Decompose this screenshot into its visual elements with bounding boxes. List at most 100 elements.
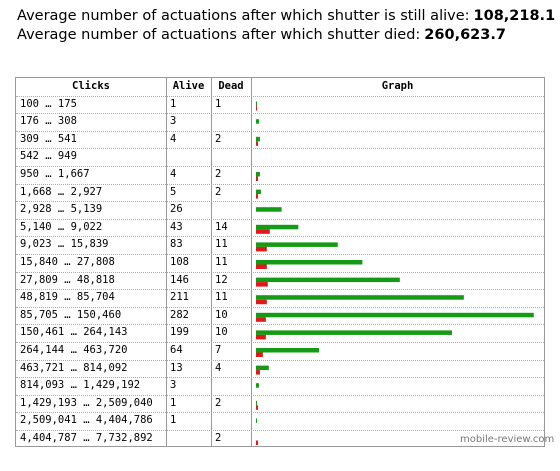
label: Average number of actuations after which… bbox=[17, 8, 470, 24]
cell-text: 83 bbox=[170, 238, 183, 251]
cell-text: 27,809 … 48,818 bbox=[20, 273, 115, 286]
cell-text: 176 … 308 bbox=[20, 115, 77, 128]
cell-text: 309 … 541 bbox=[20, 132, 77, 145]
cell-text: 264,144 … 463,720 bbox=[20, 344, 128, 356]
cell-text: 11 bbox=[215, 238, 228, 251]
dead-bar bbox=[256, 246, 267, 252]
row-rule bbox=[16, 201, 544, 203]
row-rule bbox=[16, 342, 544, 343]
dead-bar bbox=[256, 106, 257, 111]
row-rule bbox=[16, 236, 544, 238]
died-line: Average number of actuations after which… bbox=[17, 27, 506, 43]
cell-text: 64 bbox=[170, 344, 183, 356]
dead-bar bbox=[256, 282, 268, 287]
cell-text: 108 bbox=[170, 256, 189, 268]
alive-bar bbox=[256, 242, 338, 247]
cell-text: 150,461 … 264,143 bbox=[20, 326, 128, 339]
alive-bar bbox=[256, 418, 257, 423]
cell-text: 26 bbox=[170, 203, 183, 216]
row-rule bbox=[16, 324, 544, 326]
cell-text: 463,721 … 814,092 bbox=[20, 361, 128, 374]
column-header: Alive bbox=[172, 80, 205, 92]
row-rule bbox=[16, 113, 544, 115]
row-rule bbox=[16, 218, 544, 220]
cell-text: 282 bbox=[170, 308, 189, 321]
row-rule bbox=[16, 412, 544, 414]
cell-text: 2 bbox=[215, 185, 222, 198]
cell-text: 2 bbox=[215, 168, 222, 180]
alive-bar bbox=[256, 295, 464, 300]
alive-bar bbox=[256, 330, 453, 335]
dead-bar bbox=[256, 194, 258, 199]
row-rule bbox=[16, 130, 544, 132]
cell-text: 9,023 … 15,839 bbox=[20, 238, 109, 251]
table: Clicks Alive Dead Graph 100 … 175 1 1 176 … 308… bbox=[15, 77, 545, 447]
cell-text: 542 … 949 bbox=[20, 150, 77, 163]
column-rule bbox=[166, 78, 167, 446]
graph bbox=[256, 101, 534, 445]
dead-bar bbox=[256, 141, 258, 146]
cell-text: 85,705 … 150,460 bbox=[20, 308, 122, 321]
alive-bar bbox=[256, 207, 282, 212]
cell-text: 2,928 … 5,139 bbox=[20, 203, 103, 216]
row-rule bbox=[16, 306, 544, 308]
alive-bar bbox=[256, 383, 259, 388]
cell-text: 1,429,193 … 2,509,040 bbox=[20, 396, 153, 409]
row-rule bbox=[16, 148, 544, 150]
dead-bar bbox=[256, 264, 267, 269]
dead-bar bbox=[256, 352, 263, 357]
row-rule bbox=[16, 166, 544, 167]
cell-text: 5,140 … 9,022 bbox=[20, 220, 103, 233]
alive-bar bbox=[256, 101, 257, 107]
cell-text: 814,093 … 1,429,192 bbox=[20, 379, 141, 392]
cell-text: 10 bbox=[215, 308, 228, 321]
cell-text: 199 bbox=[170, 326, 189, 339]
cell-text: 1 bbox=[170, 414, 177, 427]
column-header: Graph bbox=[381, 80, 414, 92]
cell-text: 1,668 … 2,927 bbox=[20, 185, 103, 198]
alive-bar bbox=[256, 312, 534, 318]
cell-text: 15,840 … 27,808 bbox=[20, 256, 115, 268]
cell-text: 7 bbox=[215, 344, 222, 356]
cell-text: 100 … 175 bbox=[20, 97, 77, 110]
alive-bar bbox=[256, 136, 260, 142]
cell-text: 13 bbox=[170, 361, 183, 374]
cell-text: 211 bbox=[170, 291, 189, 304]
dead-bar bbox=[256, 317, 266, 322]
row-rule bbox=[16, 271, 544, 273]
cell-text: 4 bbox=[170, 132, 177, 145]
cell-text: 2 bbox=[215, 396, 222, 409]
dead-bar bbox=[256, 440, 258, 445]
dead-bar bbox=[256, 229, 270, 234]
dead-bar bbox=[256, 334, 266, 340]
column-rule bbox=[211, 78, 212, 446]
cell-text: 2,509,041 … 4,404,786 bbox=[20, 414, 153, 427]
column-header: Clicks bbox=[72, 80, 110, 92]
dead-bar bbox=[256, 405, 258, 410]
row-rule bbox=[16, 359, 544, 361]
cell-text: 3 bbox=[170, 115, 177, 128]
alive-bar bbox=[256, 365, 269, 371]
cell-text: 14 bbox=[215, 220, 228, 233]
row-rule bbox=[16, 394, 544, 396]
column-header: Dead bbox=[218, 80, 244, 92]
cell-text: 12 bbox=[215, 273, 228, 286]
cell-text: 43 bbox=[170, 220, 183, 233]
cell-text: 48,819 … 85,704 bbox=[20, 291, 115, 304]
dead-bar bbox=[256, 299, 267, 305]
cell-text: 11 bbox=[215, 291, 228, 304]
cell-text: 4 bbox=[170, 168, 177, 180]
cell-text: 2 bbox=[215, 132, 222, 145]
cell-text: 4 bbox=[215, 361, 222, 374]
value: 108,218.1 bbox=[473, 8, 556, 24]
row-rule bbox=[16, 183, 544, 185]
dead-bar bbox=[256, 370, 260, 375]
row-rule bbox=[16, 430, 544, 431]
alive-bar bbox=[256, 119, 259, 124]
row-rule bbox=[16, 95, 544, 97]
row-rule bbox=[16, 377, 544, 379]
alive-bar bbox=[256, 277, 400, 283]
cell-text: 10 bbox=[215, 326, 228, 339]
cell-text: 1 bbox=[170, 396, 177, 409]
